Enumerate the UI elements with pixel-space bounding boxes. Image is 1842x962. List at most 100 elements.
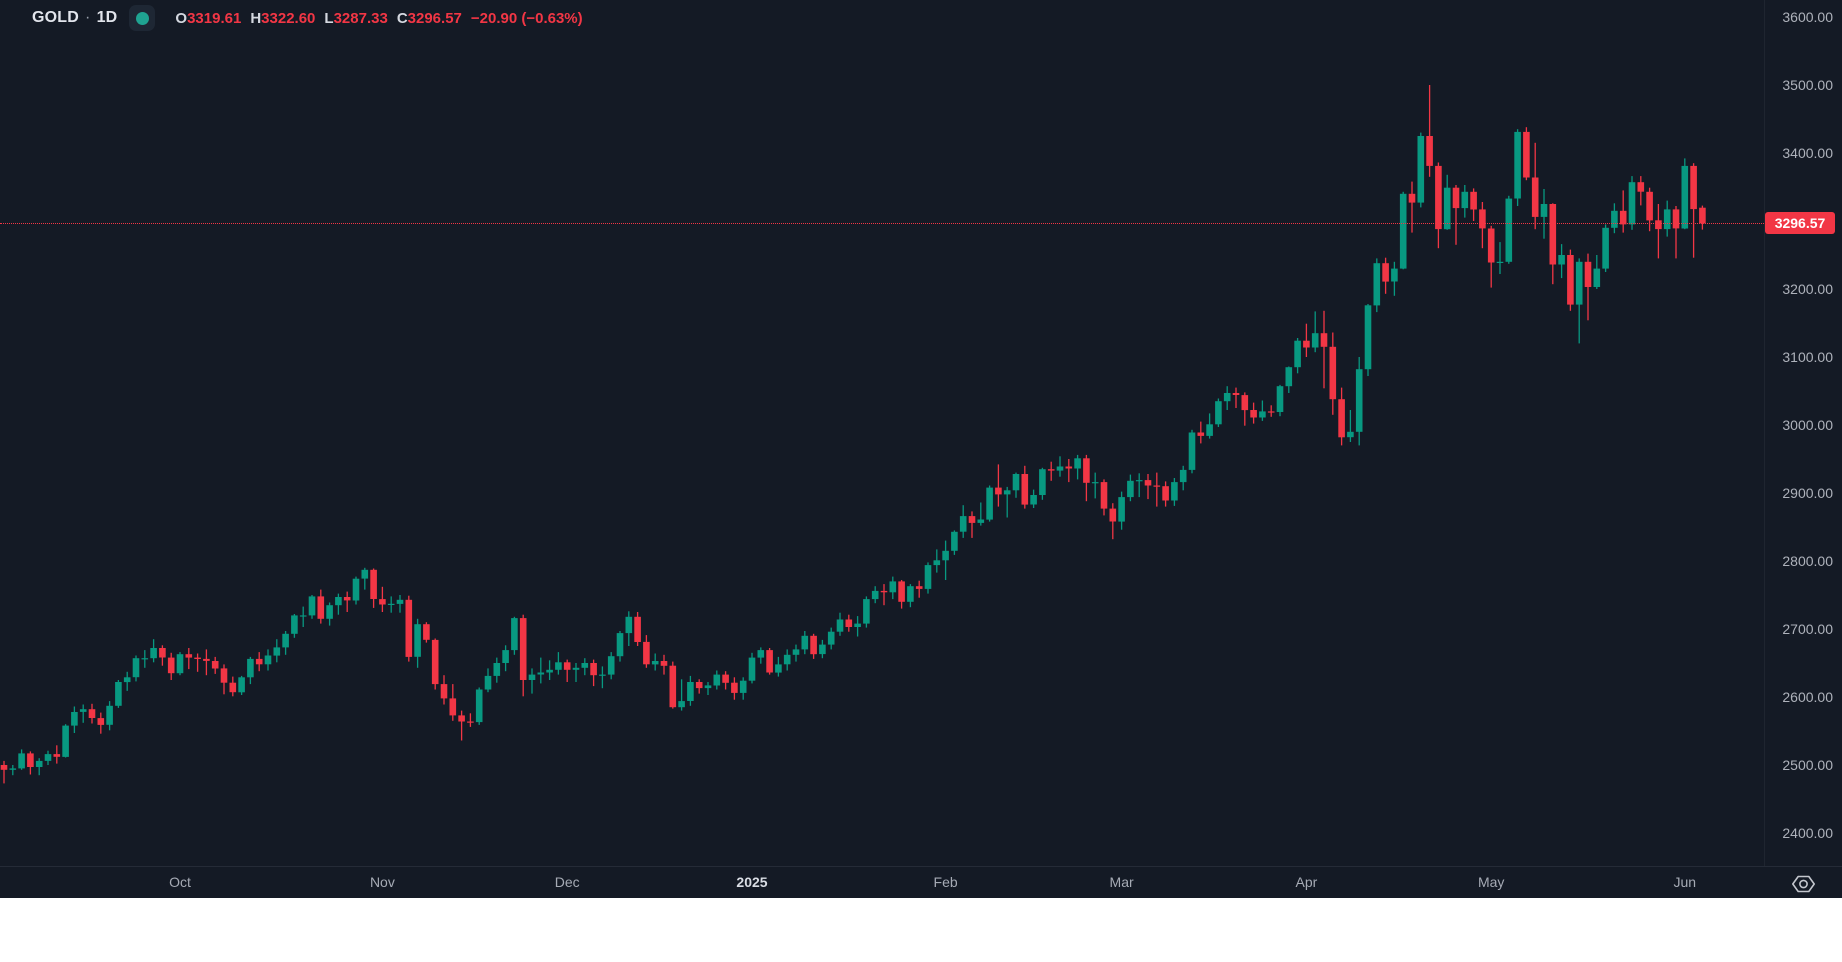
last-price-line [0, 223, 1764, 224]
interval-label: 1D [96, 9, 118, 26]
change-value: −20.90 (−0.63%) [470, 9, 583, 27]
price-axis[interactable]: 3600.003500.003400.003300.003200.003100.… [1765, 0, 1842, 898]
candle [713, 674, 721, 686]
candle [352, 578, 360, 601]
open-label: O [175, 9, 188, 27]
candle [1250, 410, 1257, 418]
time-tick-label: Apr [1295, 874, 1318, 890]
market-status-button[interactable] [129, 5, 156, 31]
time-axis[interactable]: Oct Nov Dec 2025 Feb Mar Apr May Jun [0, 867, 1764, 898]
candle [1109, 508, 1117, 522]
candle [458, 715, 465, 722]
candle [88, 709, 96, 718]
candle [1435, 165, 1442, 230]
candle [951, 531, 958, 551]
candle [1408, 193, 1416, 203]
candle [1241, 395, 1249, 411]
candle [669, 665, 677, 708]
candle [986, 487, 993, 520]
candle [898, 581, 905, 602]
candle [282, 633, 289, 648]
candle [1144, 480, 1152, 486]
candle [1470, 191, 1477, 210]
candle [1611, 210, 1618, 228]
candle [1347, 431, 1354, 438]
axis-settings-icon[interactable] [1786, 871, 1820, 896]
candle [1355, 369, 1363, 432]
candle [836, 619, 844, 632]
candle [493, 663, 501, 676]
candle [511, 618, 518, 651]
candle [317, 596, 325, 619]
candle [0, 765, 8, 770]
candle [924, 565, 932, 589]
candle [1593, 268, 1601, 287]
candle [1171, 482, 1178, 501]
candle [1056, 466, 1064, 471]
candle [115, 682, 122, 706]
candle [1012, 474, 1020, 491]
candle [211, 661, 219, 669]
candle [880, 590, 888, 593]
chart-panel: GOLD · 1D O 3319.61 H 3322.60 L 3287.33 C 3296… [0, 0, 1842, 898]
candle [1118, 497, 1125, 522]
time-tick-label: 2025 [736, 874, 768, 890]
candle [1663, 209, 1671, 230]
time-tick-label: Oct [169, 874, 191, 890]
price-tick-label: 3500.00 [1782, 77, 1833, 93]
candle [1285, 367, 1293, 387]
candle [379, 599, 386, 605]
price-tick-label: 3000.00 [1782, 417, 1833, 433]
candle [484, 675, 492, 690]
candle [625, 616, 633, 634]
candle [889, 581, 897, 593]
candle [563, 662, 571, 670]
candle [176, 654, 184, 674]
candlestick-chart[interactable] [0, 0, 1764, 866]
candle [1083, 458, 1090, 483]
candle [150, 648, 157, 659]
candle [27, 753, 34, 767]
candle [1628, 182, 1636, 225]
candle [475, 689, 483, 723]
candle [863, 599, 870, 624]
candle [643, 641, 650, 665]
candle [1303, 340, 1310, 348]
candle [1602, 227, 1609, 269]
candle [1259, 411, 1266, 418]
candle [1276, 386, 1284, 412]
candle [1584, 261, 1592, 287]
candle [502, 650, 509, 663]
symbol-title[interactable]: GOLD · 1D [32, 9, 118, 26]
candle [405, 599, 413, 657]
candle [308, 596, 316, 616]
candle [1135, 480, 1143, 482]
candle [810, 635, 817, 655]
candle [1021, 474, 1029, 505]
candle [572, 667, 580, 670]
candle [1311, 333, 1319, 348]
time-tick-label: May [1477, 874, 1505, 890]
chart-legend: GOLD · 1D O 3319.61 H 3322.60 L 3287.33 C 3296… [32, 5, 583, 31]
price-tick-label: 2400.00 [1782, 825, 1833, 841]
candle [247, 658, 254, 678]
candle [1443, 187, 1451, 230]
price-tick-label: 3100.00 [1782, 349, 1833, 365]
candle [1681, 165, 1689, 229]
candle [1091, 482, 1099, 484]
candle [1338, 399, 1345, 438]
candle [97, 718, 105, 725]
candle [792, 649, 800, 655]
candle [616, 633, 624, 657]
candle [387, 603, 395, 605]
price-tick-label: 2600.00 [1782, 689, 1833, 705]
candle [907, 586, 914, 602]
candle [291, 615, 298, 634]
candle [194, 657, 201, 659]
price-tick-label: 2500.00 [1782, 757, 1833, 773]
time-tick-label: Mar [1109, 874, 1134, 890]
candle [1039, 469, 1046, 495]
candle [845, 619, 853, 627]
candle [159, 648, 166, 658]
